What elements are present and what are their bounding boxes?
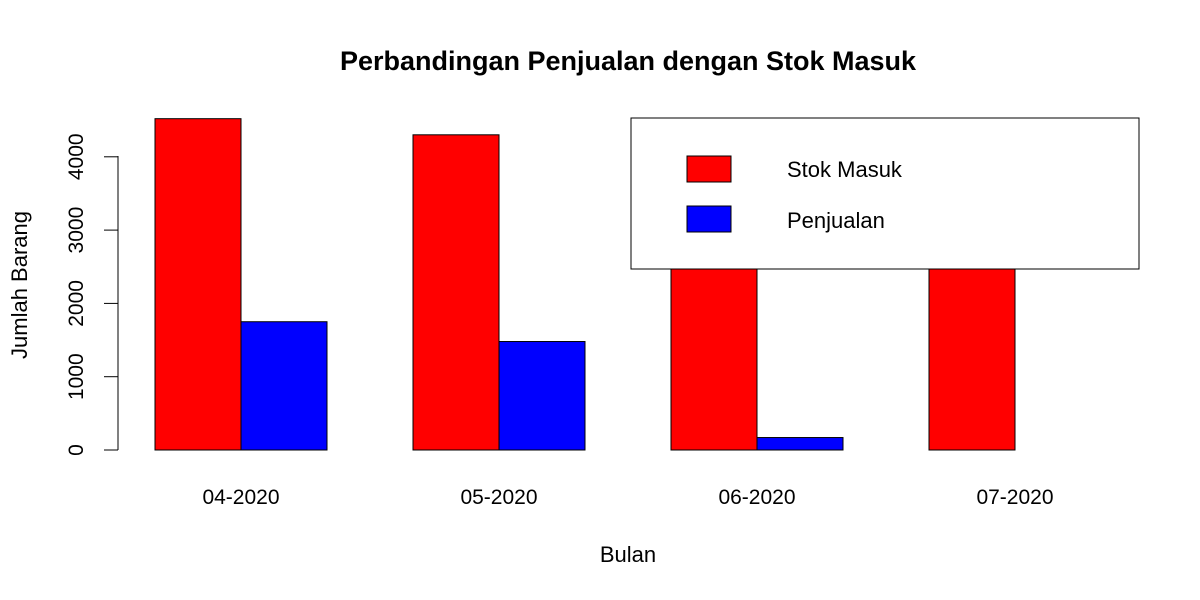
legend-swatch-penjualan [686, 205, 732, 233]
legend-swatch-stok-masuk [686, 155, 732, 183]
x-tick-label-04-2020: 04-2020 [202, 486, 279, 509]
legend: Stok Masuk Penjualan [630, 117, 1140, 270]
x-tick-label-07-2020: 07-2020 [976, 486, 1053, 509]
bar-penjualan-06-2020 [756, 437, 844, 451]
bar-stok-masuk-05-2020 [412, 134, 500, 451]
x-tick-label-06-2020: 06-2020 [718, 486, 795, 509]
chart-title: Perbandingan Penjualan dengan Stok Masuk [340, 46, 917, 76]
y-tick-label-1000: 1000 [65, 353, 88, 400]
legend-box [630, 117, 1140, 270]
y-tick-label-4000: 4000 [65, 133, 88, 180]
legend-label-penjualan: Penjualan [787, 208, 885, 233]
x-axis-label: Bulan [600, 542, 656, 567]
legend-label-stok-masuk: Stok Masuk [787, 157, 903, 182]
bar-stok-masuk-04-2020 [154, 118, 242, 451]
y-axis: 0 1000 2000 3000 4000 [65, 133, 119, 456]
y-tick-label-0: 0 [65, 444, 88, 456]
x-tick-labels: 04-2020 05-2020 06-2020 07-2020 [202, 486, 1053, 509]
bar-penjualan-05-2020 [498, 341, 586, 451]
y-axis-label: Jumlah Barang [7, 211, 32, 359]
bar-penjualan-04-2020 [240, 321, 328, 451]
y-tick-label-2000: 2000 [65, 280, 88, 327]
y-tick-label-3000: 3000 [65, 207, 88, 254]
x-tick-label-05-2020: 05-2020 [460, 486, 537, 509]
